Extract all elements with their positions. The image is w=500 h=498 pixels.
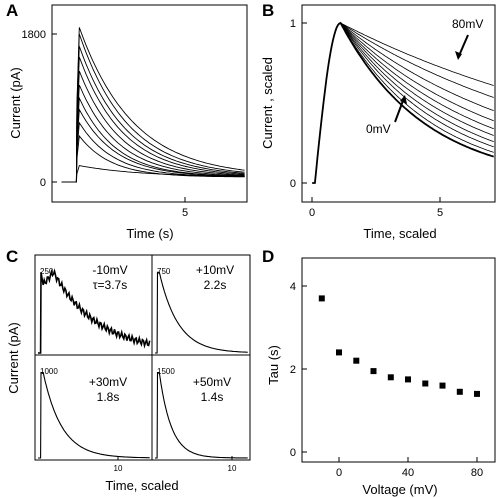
panel-c-ytick-label-1: 250: [40, 267, 54, 276]
panel-label-d: D: [262, 247, 274, 266]
panel-d-point-3: [353, 357, 360, 364]
panel-a-frame: [51, 4, 248, 203]
panel-a-ytick-label-1800: 1800: [22, 29, 46, 41]
panel-a-ylabel: Current (pA): [8, 67, 23, 139]
panel-c-trace-1: [38, 268, 151, 354]
panel-a-trace-5: [61, 70, 245, 183]
panel-d-point-10: [474, 390, 480, 397]
panel-b-traces: [312, 21, 494, 184]
panel-d-ytick-label-0: 0: [290, 447, 296, 459]
panel-a: 5 0 1800 Time (s) Current (pA): [8, 4, 248, 241]
panel-d-point-5: [387, 374, 394, 381]
panel-label-a: A: [6, 1, 18, 20]
panel-c-tau-1: τ=3.7s: [93, 278, 127, 292]
panel-d-frame: [301, 257, 496, 463]
panel-a-trace-3: [61, 46, 245, 183]
panel-b-ylabel: Current , scaled: [260, 57, 275, 149]
panel-a-trace-11: [61, 165, 245, 183]
panel-label-c: C: [6, 247, 18, 266]
panel-d-xtick-label-40: 40: [402, 467, 414, 479]
panel-d: 0 40 80 0 2 4 Voltage (mV) Tau (s): [266, 257, 496, 497]
panel-a-trace-2: [61, 33, 245, 183]
panel-d-point-6: [405, 376, 411, 383]
panel-a-trace-7: [61, 96, 245, 183]
panel-d-point-7: [422, 380, 429, 387]
panel-c-xlabel: Time, scaled: [105, 478, 178, 493]
panel-c-tau-3: 1.8s: [97, 390, 120, 404]
panel-d-ytick-label-2: 2: [290, 364, 296, 376]
panel-c-xtick-label-3: 10: [114, 464, 123, 473]
panel-d-point-2: [336, 349, 342, 356]
panel-c-ytick-label-3: 1000: [40, 367, 58, 376]
panel-d-point-4: [370, 368, 377, 375]
panel-b-ytick-label-0: 0: [290, 178, 296, 190]
panel-c: 250 750 1000 1500 -10mV τ=3.7s +10mV 2.2…: [6, 254, 251, 493]
panel-b-annotation-0mv: 0mV: [366, 122, 391, 136]
panel-d-ylabel: Tau (s): [266, 345, 281, 385]
panel-d-point-1: [318, 295, 325, 302]
panel-b-ytick-label-1: 1: [290, 18, 296, 30]
panel-c-tau-2: 2.2s: [204, 278, 227, 292]
panel-d-xtick-label-0: 0: [336, 467, 342, 479]
panel-d-xtick-label-80: 80: [471, 467, 483, 479]
panel-b-frame: [301, 4, 496, 203]
panel-a-xlabel: Time (s): [126, 226, 173, 241]
panel-label-b: B: [262, 1, 274, 20]
panel-a-trace-1: [61, 27, 245, 183]
panel-a-trace-4: [61, 56, 245, 183]
panel-d-point-9: [456, 388, 463, 395]
panel-c-traces: [38, 268, 248, 459]
panel-b-arrowhead-0mv: [400, 95, 407, 104]
panel-b-trace-10: [312, 22, 494, 184]
panel-c-ytick-label-2: 750: [157, 267, 171, 276]
panel-c-ytick-label-4: 1500: [157, 367, 175, 376]
panel-c-tau-4: 1.4s: [201, 390, 224, 404]
panel-c-voltage-1: -10mV: [92, 263, 127, 277]
panel-d-ytick-label-4: 4: [290, 281, 296, 293]
panel-b-arrowhead-80mv: [455, 51, 462, 60]
panel-b: 0 5 0 1 Time, scaled Current , scaled 80…: [260, 4, 496, 241]
panel-c-xtick-label-4: 10: [228, 464, 237, 473]
panel-c-voltage-4: +50mV: [193, 375, 231, 389]
panel-b-xlabel: Time, scaled: [363, 226, 436, 241]
panel-a-trace-6: [61, 84, 245, 183]
panel-a-xtick-label: 5: [182, 207, 188, 219]
panel-c-frame: [34, 254, 251, 461]
panel-b-xtick-label-5: 5: [437, 207, 443, 219]
panel-d-points: [318, 295, 480, 397]
panel-d-point-8: [439, 382, 446, 389]
panel-c-trace-3: [38, 371, 150, 459]
panel-c-trace-4: [155, 371, 248, 459]
panel-c-voltage-3: +30mV: [89, 375, 127, 389]
panel-c-trace-2: [155, 271, 248, 354]
panel-b-xtick-label-0: 0: [309, 207, 315, 219]
panel-a-traces: [61, 27, 245, 183]
panel-d-xlabel: Voltage (mV): [362, 482, 437, 497]
panel-b-annotation-80mv: 80mV: [452, 17, 483, 31]
panel-a-ytick-label-0: 0: [40, 177, 46, 189]
panel-c-voltage-2: +10mV: [196, 263, 234, 277]
panel-c-ylabel: Current (pA): [6, 322, 21, 394]
